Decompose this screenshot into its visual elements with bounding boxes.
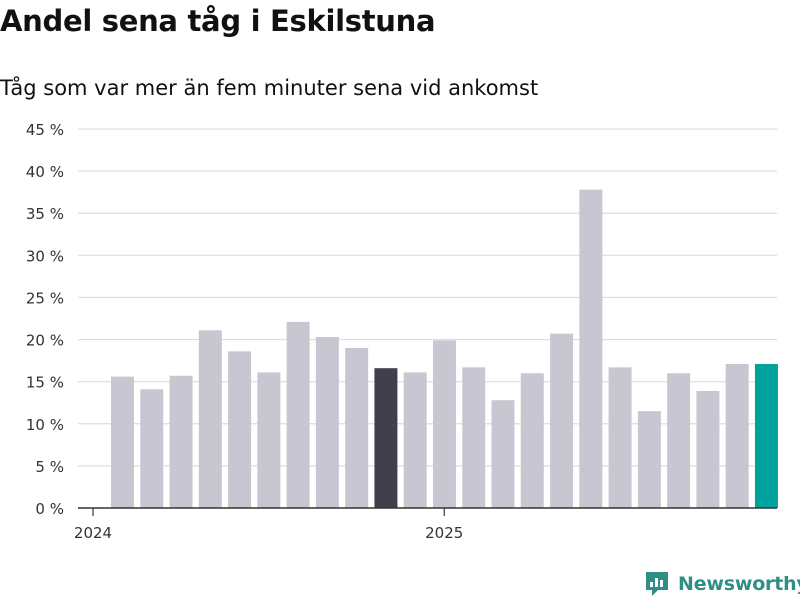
bar: [579, 189, 603, 508]
bar: [520, 373, 544, 508]
bar: [608, 367, 632, 508]
y-tick-label: 35 %: [26, 205, 64, 223]
bar: [111, 376, 134, 508]
bar: [462, 367, 486, 508]
y-tick-label: 15 %: [26, 374, 64, 392]
y-tick-label: 20 %: [26, 332, 64, 350]
brand-logo: Newsworthy: [644, 570, 800, 598]
y-tick-label: 25 %: [26, 289, 64, 307]
y-tick-label: 45 %: [26, 121, 64, 139]
x-tick-label: 2024: [74, 524, 112, 542]
chart-title: Andel sena tåg i Eskilstuna: [0, 4, 436, 38]
bar: [403, 372, 427, 508]
bar: [432, 340, 456, 508]
bar: [667, 373, 691, 508]
y-tick-label: 0 %: [35, 500, 64, 518]
brand-name: Newsworthy: [678, 573, 800, 595]
bar: [140, 389, 164, 508]
bar-chart: 0 % 5 % 10 % 15 % 20 % 25 % 30 % 35 % 40 % 45 % 20…: [26, 121, 778, 542]
chart-subtitle: Tåg som var mer än fem minuter sena vid …: [0, 76, 539, 100]
bar: [169, 375, 193, 508]
bar: [550, 333, 574, 508]
bar: [198, 330, 222, 508]
y-tick-label: 40 %: [26, 163, 64, 181]
bar: [286, 321, 310, 508]
y-tick-label: 30 %: [26, 247, 64, 265]
y-tick-label: 5 %: [35, 458, 64, 476]
bar: [315, 337, 339, 508]
bar: [491, 400, 515, 508]
bar: [228, 351, 252, 508]
bar: [696, 390, 720, 508]
newsworthy-logo-icon: [646, 572, 668, 596]
bar: [374, 368, 398, 508]
bar: [754, 363, 778, 508]
x-tick-label: 2025: [425, 524, 463, 542]
bar: [345, 347, 369, 508]
y-tick-label: 10 %: [26, 416, 64, 434]
bar: [725, 363, 749, 508]
bar: [257, 372, 281, 508]
bar: [637, 411, 661, 508]
